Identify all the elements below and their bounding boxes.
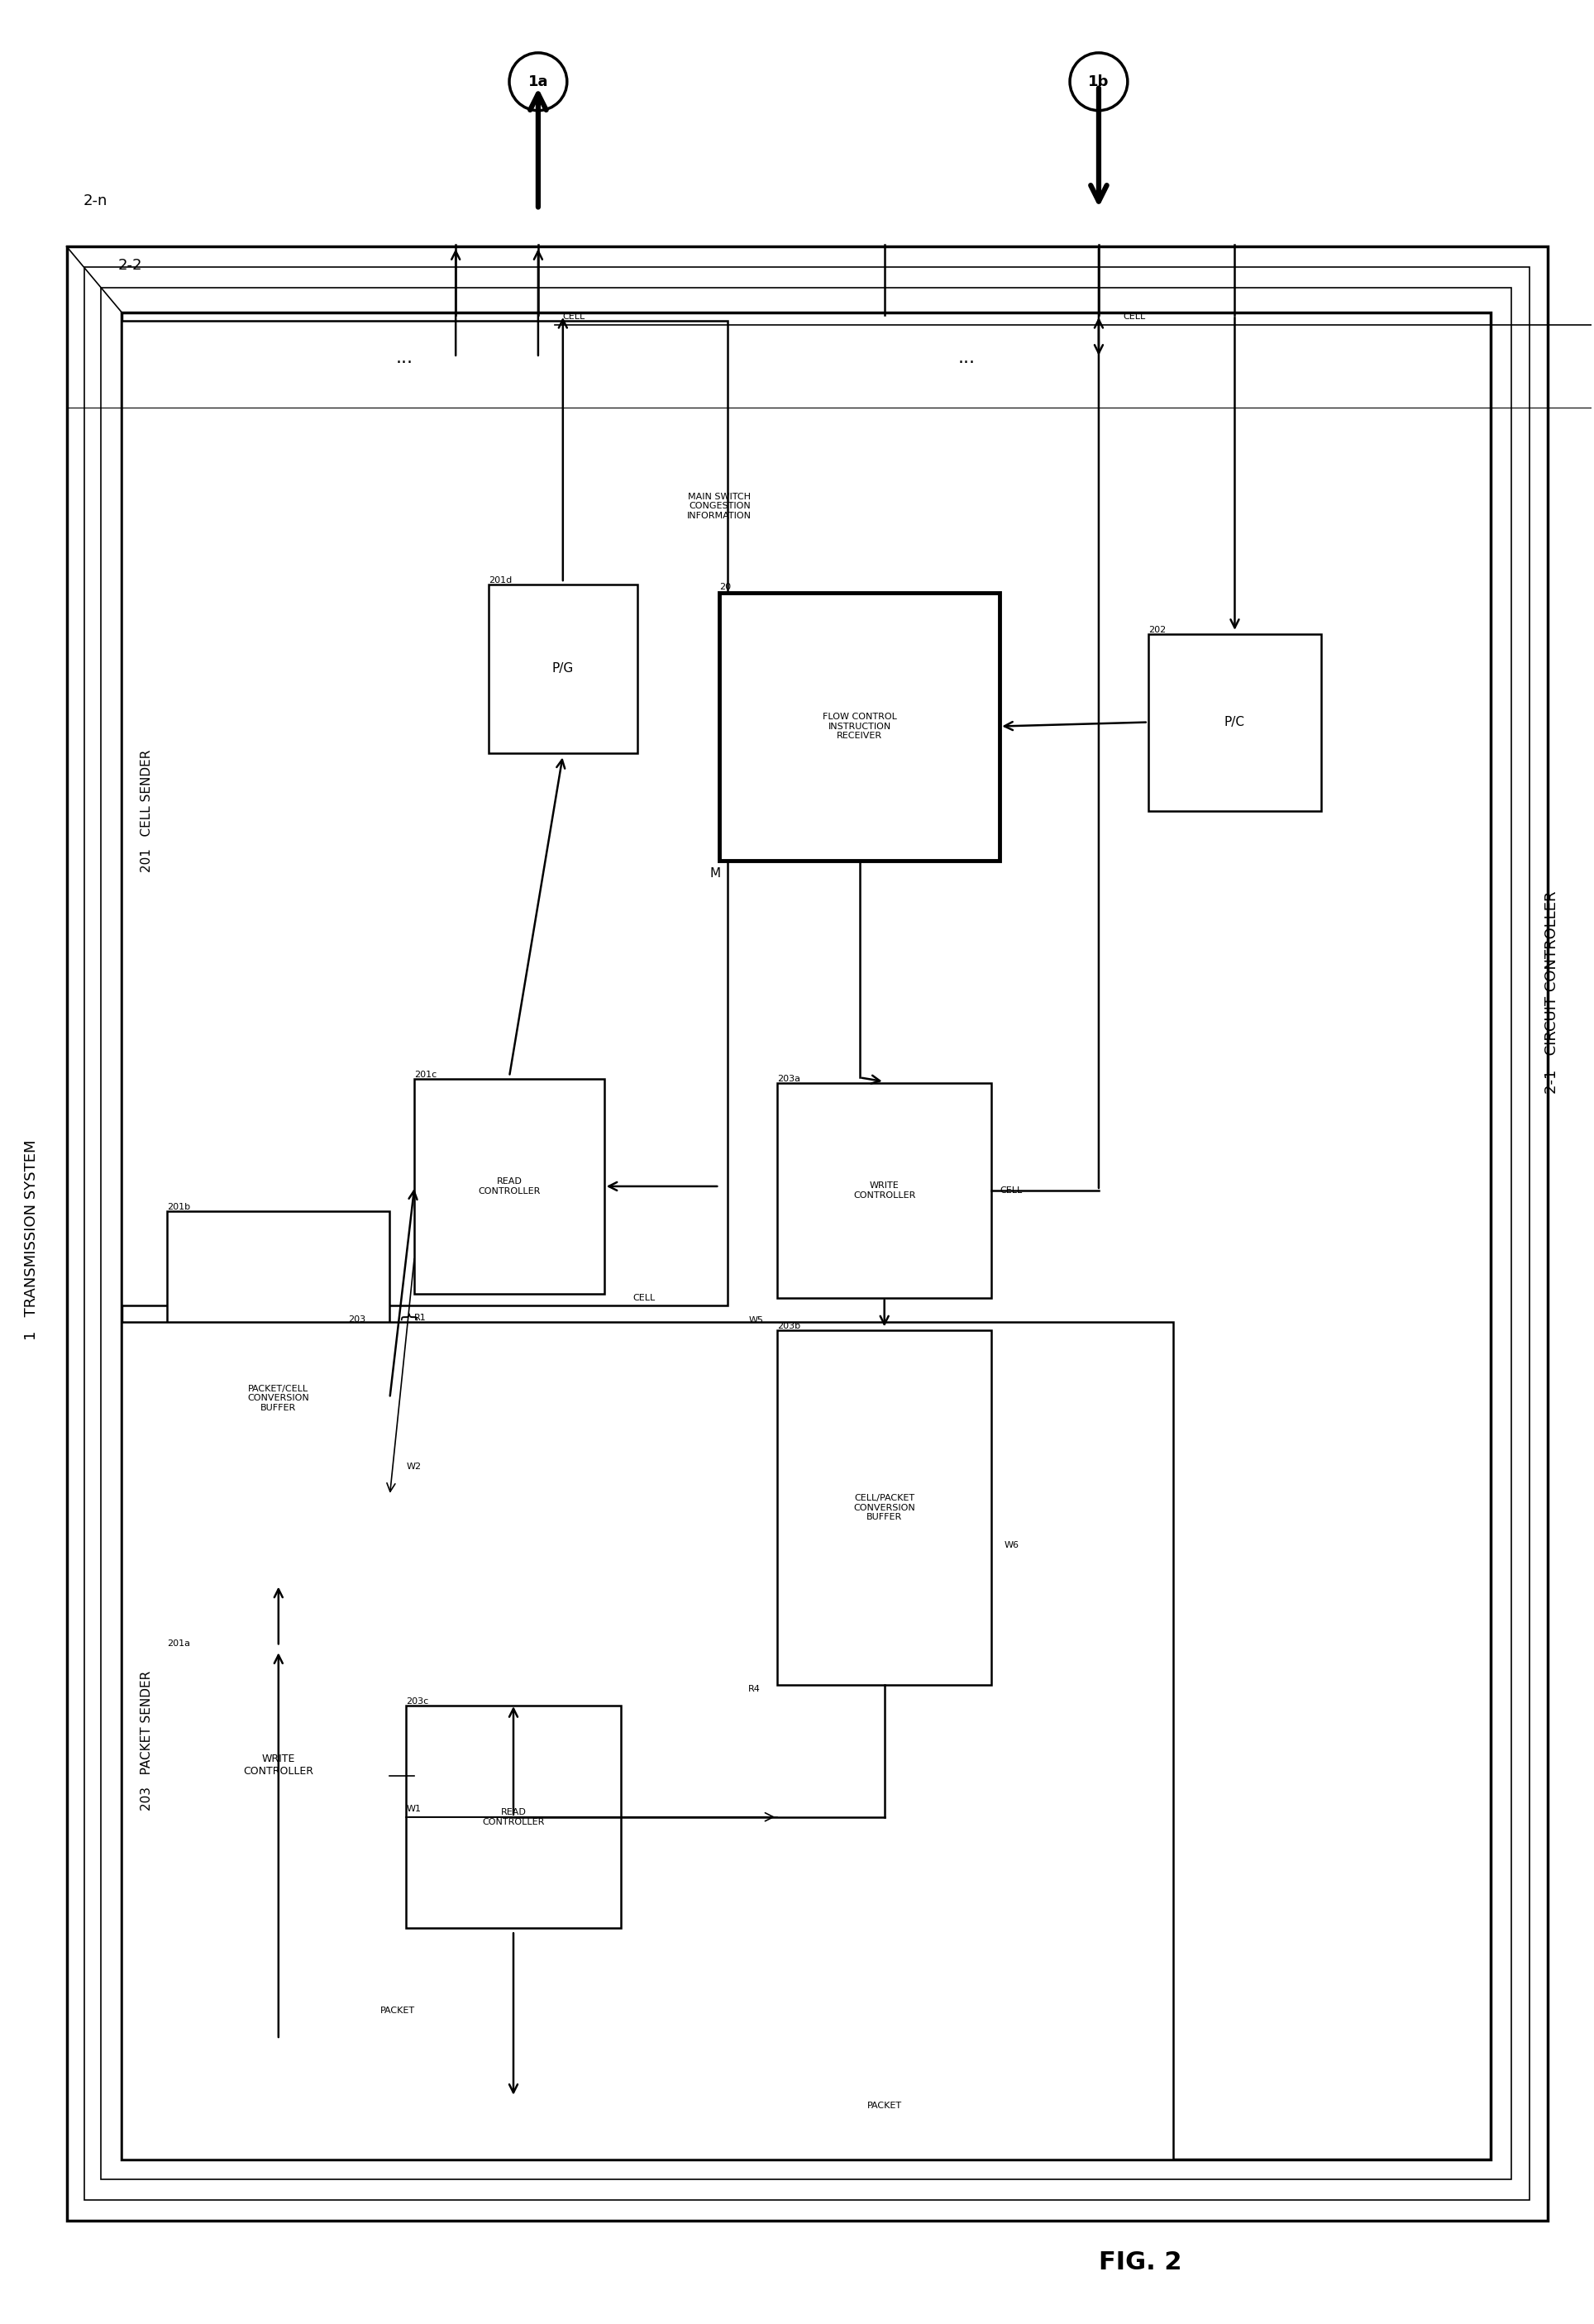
Bar: [406, 1706, 620, 1929]
Text: 2-1   CIRCUIT CONTROLLER: 2-1 CIRCUIT CONTROLLER: [1545, 890, 1559, 1095]
Bar: [778, 1332, 991, 1685]
Text: W6: W6: [1004, 1541, 1019, 1550]
Text: P/C: P/C: [1224, 716, 1245, 727]
Text: READ
CONTROLLER: READ CONTROLLER: [483, 1808, 545, 1827]
Text: 203b: 203b: [778, 1322, 800, 1332]
Text: 203a: 203a: [778, 1076, 800, 1083]
Text: M: M: [709, 867, 720, 878]
Text: R4: R4: [748, 1685, 760, 1694]
Text: W5: W5: [748, 1318, 764, 1325]
Text: 201d: 201d: [489, 576, 512, 586]
Text: 2-n: 2-n: [83, 193, 107, 209]
Text: 1b: 1b: [1089, 74, 1109, 88]
Bar: [84, 267, 1530, 2201]
Bar: [167, 1211, 391, 1587]
Text: FLOW CONTROL
INSTRUCTION
RECEIVER: FLOW CONTROL INSTRUCTION RECEIVER: [823, 713, 897, 739]
Text: 2-2: 2-2: [118, 258, 142, 272]
Bar: [489, 586, 638, 753]
Text: 1a: 1a: [528, 74, 548, 88]
Text: MAIN SWITCH
CONGESTION
INFORMATION: MAIN SWITCH CONGESTION INFORMATION: [687, 493, 752, 521]
Bar: [719, 593, 999, 860]
Text: P/G: P/G: [552, 662, 574, 674]
Text: 1   TRANSMISSION SYSTEM: 1 TRANSMISSION SYSTEM: [24, 1139, 38, 1341]
Bar: [1148, 634, 1321, 811]
Text: W1: W1: [406, 1803, 421, 1813]
Text: ...: ...: [395, 349, 413, 367]
Text: {: {: [398, 1313, 414, 1325]
Text: PACKET/CELL
CONVERSION
BUFFER: PACKET/CELL CONVERSION BUFFER: [247, 1385, 309, 1413]
Bar: [67, 246, 1548, 2222]
Text: ...: ...: [958, 349, 976, 367]
Bar: [167, 1648, 391, 1882]
Text: 201a: 201a: [167, 1641, 190, 1648]
Text: PACKET: PACKET: [867, 2101, 902, 2110]
Text: CELL/PACKET
CONVERSION
BUFFER: CELL/PACKET CONVERSION BUFFER: [853, 1494, 915, 1522]
Bar: [121, 1322, 1173, 2159]
Bar: [102, 288, 1511, 2180]
Text: 202: 202: [1148, 625, 1165, 634]
Text: W2: W2: [406, 1462, 421, 1471]
Text: 20: 20: [719, 583, 732, 590]
Bar: [121, 311, 1490, 2159]
Text: READ
CONTROLLER: READ CONTROLLER: [478, 1178, 540, 1195]
Text: CELL: CELL: [1124, 311, 1146, 321]
Text: 203   PACKET SENDER: 203 PACKET SENDER: [140, 1671, 153, 1810]
Text: WRITE
CONTROLLER: WRITE CONTROLLER: [853, 1181, 915, 1199]
Text: CELL: CELL: [999, 1185, 1022, 1195]
Text: CELL: CELL: [633, 1294, 655, 1301]
Text: FIG. 2: FIG. 2: [1098, 2250, 1181, 2275]
Text: 201   CELL SENDER: 201 CELL SENDER: [140, 751, 153, 872]
Text: 203: 203: [349, 1315, 367, 1325]
Bar: [414, 1078, 604, 1294]
Bar: [778, 1083, 991, 1297]
Text: WRITE
CONTROLLER: WRITE CONTROLLER: [244, 1752, 314, 1776]
Text: 201b: 201b: [167, 1204, 190, 1211]
Text: CELL: CELL: [563, 311, 585, 321]
Text: R1: R1: [414, 1313, 427, 1322]
Text: PACKET: PACKET: [381, 2006, 416, 2015]
Text: 201c: 201c: [414, 1071, 437, 1078]
Text: 203c: 203c: [406, 1697, 429, 1706]
Bar: [121, 321, 728, 1306]
